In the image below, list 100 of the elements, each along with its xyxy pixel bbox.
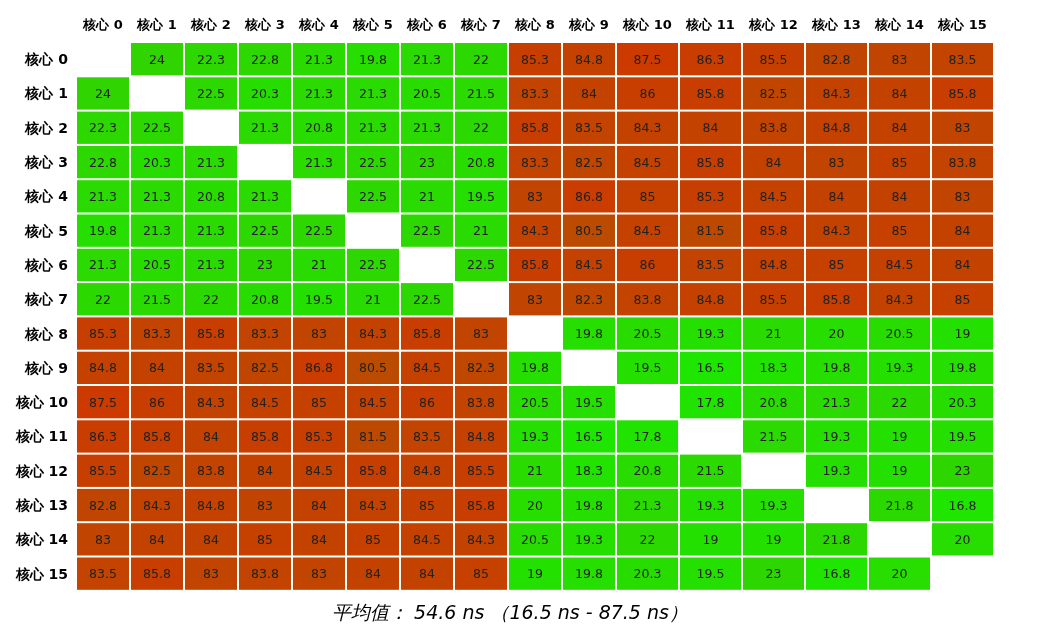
data-label: 85 [891, 223, 908, 239]
data-label: 85.5 [759, 51, 788, 67]
data-label: 85.8 [359, 463, 387, 479]
data-label: 20.5 [413, 85, 441, 101]
data-label: 82.8 [89, 497, 117, 513]
data-label: 22.5 [359, 154, 387, 170]
data-label: 86 [419, 394, 435, 410]
data-label: 21 [365, 291, 381, 307]
data-label: 21.3 [143, 223, 171, 239]
data-label: 16.8 [948, 497, 977, 513]
x-tick-label: 核心 13 [811, 17, 861, 32]
data-label: 86.8 [305, 360, 333, 376]
data-label: 20.8 [759, 394, 788, 410]
data-label: 17.8 [696, 394, 725, 410]
data-label: 21 [473, 223, 489, 239]
data-label: 84.3 [143, 497, 171, 513]
data-label: 20.5 [521, 531, 549, 547]
data-label: 18.3 [575, 463, 603, 479]
data-label: 84.8 [467, 428, 495, 444]
data-label: 21 [527, 463, 543, 479]
data-label: 87.5 [89, 394, 117, 410]
data-label: 84 [149, 531, 165, 547]
data-label: 84 [891, 120, 908, 136]
data-label: 84.5 [759, 188, 788, 204]
y-tick-label: 核心 7 [24, 291, 68, 308]
data-label: 85.8 [143, 428, 171, 444]
data-label: 85.8 [822, 291, 851, 307]
data-label: 85.8 [413, 326, 441, 342]
data-label: 21.3 [251, 188, 279, 204]
data-label: 19 [891, 463, 908, 479]
x-tick-label: 核心 5 [352, 17, 393, 32]
data-label: 84.3 [633, 120, 662, 136]
data-label: 21.3 [305, 154, 333, 170]
data-label: 20 [954, 531, 971, 547]
data-label: 19.5 [575, 394, 603, 410]
data-label: 84.5 [885, 257, 914, 273]
data-label: 83 [473, 326, 489, 342]
data-label: 84.5 [633, 223, 662, 239]
data-label: 84.8 [696, 291, 725, 307]
data-label: 21.3 [197, 223, 225, 239]
data-label: 84.8 [413, 463, 441, 479]
data-label: 85 [639, 188, 656, 204]
data-label: 24 [149, 51, 165, 67]
x-tick-label: 核心 4 [298, 17, 339, 32]
data-label: 83.8 [633, 291, 662, 307]
data-label: 21.3 [143, 188, 171, 204]
data-label: 22.3 [197, 51, 225, 67]
data-label: 85.8 [197, 326, 225, 342]
x-tick-label: 核心 1 [136, 17, 177, 32]
data-label: 23 [257, 257, 273, 273]
data-label: 84 [765, 154, 782, 170]
data-label: 85.8 [759, 223, 788, 239]
data-label: 81.5 [359, 428, 387, 444]
data-label: 85.5 [467, 463, 495, 479]
data-label: 20.5 [521, 394, 549, 410]
data-label: 85 [365, 531, 381, 547]
x-tick-label: 核心 3 [244, 17, 285, 32]
data-label: 84.8 [197, 497, 225, 513]
data-label: 19 [527, 566, 543, 582]
data-label: 84.8 [89, 360, 117, 376]
data-label: 22 [639, 531, 656, 547]
x-tick-label: 核心 11 [685, 17, 735, 32]
data-label: 85 [311, 394, 327, 410]
x-tick-label: 核心 8 [514, 17, 555, 32]
data-label: 83 [954, 188, 971, 204]
data-label: 21.3 [197, 257, 225, 273]
data-label: 83 [954, 120, 971, 136]
data-label: 17.8 [633, 428, 662, 444]
data-label: 19.8 [359, 51, 387, 67]
y-tick-label: 核心 0 [24, 51, 69, 68]
x-tick-label: 核心 2 [190, 17, 231, 32]
data-label: 21.3 [305, 85, 333, 101]
y-tick-label: 核心 3 [24, 154, 68, 171]
data-label: 86.3 [89, 428, 117, 444]
x-tick-label: 核心 6 [406, 17, 447, 32]
data-label: 19.3 [575, 531, 603, 547]
data-label: 19.3 [885, 360, 914, 376]
data-label: 83 [95, 531, 111, 547]
data-label: 83 [311, 566, 327, 582]
x-tick-label: 核心 7 [460, 17, 501, 32]
data-label: 84.5 [413, 531, 441, 547]
data-label: 21.3 [822, 394, 851, 410]
data-label: 83.5 [575, 120, 603, 136]
data-label: 84.5 [305, 463, 333, 479]
data-label: 84 [257, 463, 273, 479]
data-label: 82.3 [467, 360, 495, 376]
data-label: 85 [828, 257, 845, 273]
data-label: 83 [527, 188, 543, 204]
data-label: 84 [203, 428, 219, 444]
data-label: 19.3 [696, 497, 725, 513]
data-label: 19.3 [822, 463, 851, 479]
data-label: 84.3 [822, 85, 851, 101]
data-label: 21.5 [696, 463, 725, 479]
data-label: 86.3 [696, 51, 725, 67]
data-label: 22 [473, 51, 489, 67]
y-tick-label: 核心 12 [14, 462, 68, 479]
data-label: 85.3 [521, 51, 549, 67]
data-label: 20.5 [633, 326, 662, 342]
data-label: 84 [891, 188, 908, 204]
data-label: 22 [891, 394, 908, 410]
